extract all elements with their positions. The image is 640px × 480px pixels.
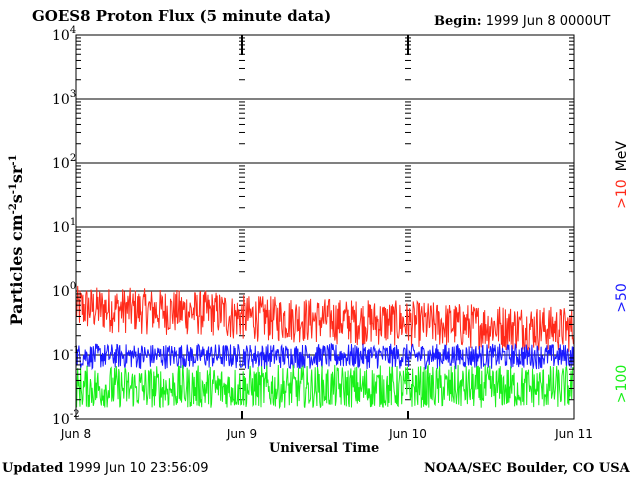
updated-value: 1999 Jun 10 23:56:09 [67, 461, 209, 476]
y-tick-label: 10-2 [52, 409, 80, 428]
x-axis-label: Universal Time [269, 441, 380, 456]
x-tick-label: Jun 11 [554, 427, 593, 441]
series-line [75, 342, 574, 371]
chart-title: GOES8 Proton Flux (5 minute data) [32, 7, 332, 25]
legend-label: >10MeV [614, 141, 630, 209]
updated-time: Updated 1999 Jun 10 23:56:09 [2, 462, 209, 475]
y-axis-label: Particles cm-2s-1sr-1 [7, 155, 26, 326]
y-tick-label: 103 [52, 89, 76, 108]
legend-label: >100 [614, 365, 630, 403]
source-credit: NOAA/SEC Boulder, CO USA [424, 461, 630, 476]
y-tick-label: 10-1 [52, 345, 80, 364]
plot-frame [75, 34, 575, 420]
y-tick-label: 104 [52, 25, 76, 44]
y-tick-label: 102 [52, 153, 76, 172]
x-tick-label: Jun 8 [60, 427, 91, 441]
series-line [75, 363, 574, 410]
y-tick-label: 101 [52, 217, 76, 236]
begin-time: Begin: 1999 Jun 8 0000UT [434, 15, 610, 28]
begin-label: Begin: [434, 14, 482, 29]
x-tick-label: Jun 10 [388, 427, 427, 441]
y-tick-label: 100 [52, 281, 76, 300]
series-line [75, 285, 574, 354]
legend-label: >50 [614, 283, 630, 313]
x-tick-label: Jun 9 [226, 427, 257, 441]
begin-value: 1999 Jun 8 0000UT [485, 14, 611, 29]
updated-label: Updated [2, 461, 64, 476]
